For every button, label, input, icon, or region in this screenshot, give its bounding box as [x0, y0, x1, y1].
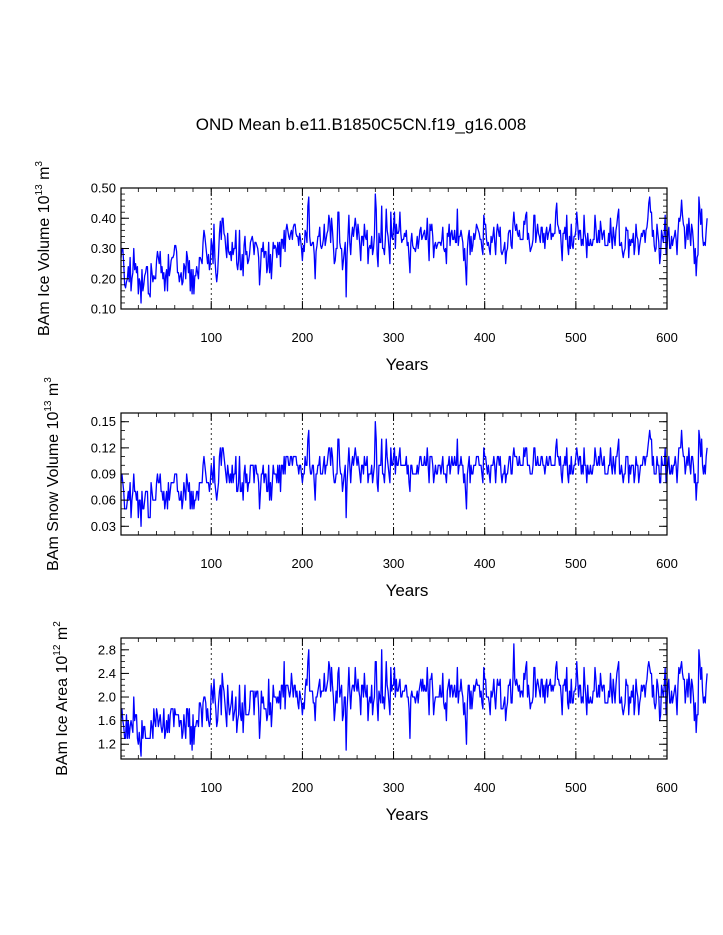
ytick-label: 0.40 [91, 211, 116, 226]
y-axis-label-superscript: 13 [43, 400, 54, 412]
x-axis-label: Years [386, 581, 429, 600]
xtick-label: 500 [565, 330, 587, 345]
y-axis-label-text: BAm Ice Area 10 [54, 656, 71, 776]
xtick-label: 200 [292, 330, 314, 345]
x-axis-label: Years [386, 805, 429, 824]
panels: 0.10 0.20 0.30 0.40 0.50 100 200 300 400 500 600 Ye… [34, 161, 708, 824]
xtick-label: 600 [656, 556, 678, 571]
y-axis-label-text: m [54, 627, 71, 645]
y-axis-label: BAm Ice Area 1012 m2 [52, 621, 71, 776]
ytick-label: 0.15 [91, 414, 116, 429]
y-axis-label-superscript: 2 [52, 621, 63, 627]
xtick-label: 100 [200, 330, 222, 345]
series-line [120, 421, 708, 527]
y-axis-label-text: BAm Ice Volume 10 [36, 195, 53, 336]
ytick-label: 1.2 [98, 737, 116, 752]
y-axis-label-superscript: 12 [52, 644, 63, 656]
ytick-label: 1.6 [98, 713, 116, 728]
xtick-label: 400 [474, 556, 496, 571]
xtick-label: 500 [565, 556, 587, 571]
ytick-label: 0.03 [91, 519, 116, 534]
ytick-label: 0.30 [91, 241, 116, 256]
plot-frame [120, 637, 668, 760]
xtick-label: 300 [383, 330, 405, 345]
y-axis-label-text: BAm Snow Volume 10 [45, 412, 62, 571]
y-axis-label: BAm Ice Volume 1013 m3 [34, 161, 53, 336]
xtick-label: 300 [383, 780, 405, 795]
y-axis-label: BAm Snow Volume 1013 m3 [43, 377, 62, 571]
x-axis-label: Years [386, 355, 429, 374]
ytick-label: 0.06 [91, 493, 116, 508]
y-axis-label-superscript: 13 [34, 184, 45, 196]
xtick-label: 600 [656, 780, 678, 795]
xtick-label: 100 [200, 556, 222, 571]
xtick-label: 200 [292, 556, 314, 571]
ytick-label: 0.50 [91, 181, 116, 196]
y-axis-label-text: m [36, 167, 53, 185]
xtick-label: 100 [200, 780, 222, 795]
ytick-label: 0.09 [91, 467, 116, 482]
figure-title: OND Mean b.e11.B1850C5CN.f19_g16.008 [196, 115, 526, 134]
panel-1: 0.10 0.20 0.30 0.40 0.50 100 200 300 400 500 600 Ye… [34, 161, 708, 374]
y-axis-label-superscript: 3 [43, 377, 54, 383]
y-axis-label-text: m [45, 383, 62, 401]
xtick-label: 500 [565, 780, 587, 795]
series-line [120, 193, 708, 304]
ytick-label: 0.12 [91, 440, 116, 455]
panel-2: 0.03 0.06 0.09 0.12 0.15 100 200 300 400 500 600 Ye… [43, 377, 708, 600]
xtick-label: 400 [474, 330, 496, 345]
xtick-label: 400 [474, 780, 496, 795]
ytick-label: 0.10 [91, 302, 116, 317]
ytick-label: 0.20 [91, 271, 116, 286]
ytick-label: 2.0 [98, 690, 116, 705]
xtick-label: 600 [656, 330, 678, 345]
ytick-label: 2.8 [98, 642, 116, 657]
y-axis-label-superscript: 3 [34, 161, 45, 167]
panel-3: 1.2 1.6 2.0 2.4 2.8 100 200 300 400 500 600 Years BA… [52, 621, 708, 824]
ytick-label: 2.4 [98, 666, 116, 681]
xtick-label: 200 [292, 780, 314, 795]
series-line [120, 643, 708, 757]
xtick-label: 300 [383, 556, 405, 571]
